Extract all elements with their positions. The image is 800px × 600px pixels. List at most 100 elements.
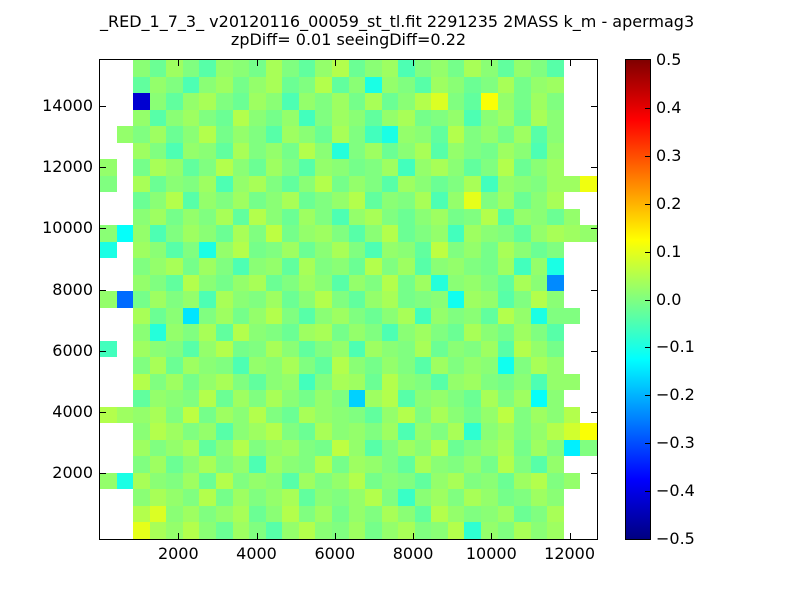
x-tick-top bbox=[334, 60, 336, 66]
heatmap-cell bbox=[415, 126, 431, 143]
heatmap-cell bbox=[514, 143, 531, 159]
heatmap-cell bbox=[282, 374, 299, 390]
heatmap-cell bbox=[464, 357, 481, 374]
heatmap-cell bbox=[233, 192, 249, 209]
heatmap-cell bbox=[332, 143, 349, 159]
heatmap-cell bbox=[315, 258, 332, 275]
heatmap-cell bbox=[415, 308, 431, 324]
heatmap-cell bbox=[299, 159, 315, 176]
heatmap-cell bbox=[216, 473, 233, 489]
heatmap-cell bbox=[514, 242, 531, 258]
heatmap-cell bbox=[150, 258, 166, 275]
heatmap-cell bbox=[150, 275, 166, 291]
heatmap-cell bbox=[481, 324, 498, 341]
heatmap-cell bbox=[481, 77, 498, 93]
heatmap-cell bbox=[233, 440, 249, 456]
heatmap-cell bbox=[299, 225, 315, 242]
heatmap-cell bbox=[382, 522, 398, 539]
heatmap-cell bbox=[199, 275, 216, 291]
heatmap-cell bbox=[349, 275, 365, 291]
heatmap-cell bbox=[415, 522, 431, 539]
heatmap-cell bbox=[282, 126, 299, 143]
heatmap-cell bbox=[431, 308, 448, 324]
heatmap-cell bbox=[547, 522, 564, 539]
heatmap-cell bbox=[498, 489, 514, 506]
heatmap-cell bbox=[183, 341, 199, 357]
heatmap-cell bbox=[349, 357, 365, 374]
heatmap-cell bbox=[117, 126, 133, 143]
y-tick-left bbox=[100, 106, 106, 108]
heatmap-cell bbox=[332, 456, 349, 473]
heatmap-cell bbox=[332, 407, 349, 423]
heatmap-cell bbox=[431, 275, 448, 291]
heatmap-cell bbox=[464, 242, 481, 258]
heatmap-cell bbox=[216, 357, 233, 374]
heatmap-cell bbox=[365, 341, 382, 357]
heatmap-cell bbox=[415, 357, 431, 374]
heatmap-cell bbox=[498, 192, 514, 209]
heatmap-cell bbox=[498, 407, 514, 423]
x-tick-top bbox=[491, 60, 493, 66]
heatmap-cell bbox=[216, 242, 233, 258]
heatmap-cell bbox=[547, 209, 564, 225]
heatmap-cell bbox=[481, 60, 498, 77]
heatmap-cell bbox=[481, 390, 498, 407]
heatmap-cell bbox=[448, 275, 464, 291]
heatmap-cell bbox=[299, 60, 315, 77]
heatmap-cell bbox=[431, 423, 448, 440]
y-tick-label: 8000 bbox=[52, 279, 93, 299]
heatmap-cell bbox=[498, 110, 514, 126]
heatmap-cell bbox=[282, 308, 299, 324]
heatmap-cell bbox=[431, 374, 448, 390]
heatmap-cell bbox=[233, 489, 249, 506]
heatmap-cell bbox=[332, 225, 349, 242]
heatmap-cell bbox=[150, 225, 166, 242]
y-tick-right bbox=[591, 167, 597, 169]
heatmap-cell bbox=[448, 456, 464, 473]
heatmap-cell bbox=[166, 258, 183, 275]
heatmap-cell bbox=[514, 275, 531, 291]
heatmap-cell bbox=[133, 341, 150, 357]
colorbar-tick bbox=[645, 395, 650, 397]
heatmap-cell bbox=[448, 291, 464, 308]
colorbar-tick-label: 0.5 bbox=[656, 50, 682, 69]
heatmap-cell bbox=[448, 522, 464, 539]
heatmap-cell bbox=[183, 291, 199, 308]
y-tick-right bbox=[591, 289, 597, 291]
heatmap-cell bbox=[233, 291, 249, 308]
heatmap-cell bbox=[514, 522, 531, 539]
heatmap-cell bbox=[382, 390, 398, 407]
heatmap-cell bbox=[481, 159, 498, 176]
heatmap-cell bbox=[249, 225, 266, 242]
heatmap-cell bbox=[531, 275, 547, 291]
heatmap-cell bbox=[150, 489, 166, 506]
heatmap-cell bbox=[166, 60, 183, 77]
heatmap-cell bbox=[315, 440, 332, 456]
heatmap-cell bbox=[266, 423, 282, 440]
y-tick-label: 2000 bbox=[52, 462, 93, 482]
heatmap-cell bbox=[547, 357, 564, 374]
heatmap-cell bbox=[349, 126, 365, 143]
heatmap-cell bbox=[382, 291, 398, 308]
heatmap-cell bbox=[216, 77, 233, 93]
heatmap-cell bbox=[365, 423, 382, 440]
heatmap-cell bbox=[150, 77, 166, 93]
heatmap-cell bbox=[282, 176, 299, 192]
heatmap-cell bbox=[166, 473, 183, 489]
heatmap-cell bbox=[481, 374, 498, 390]
heatmap-cell bbox=[332, 522, 349, 539]
heatmap-cell bbox=[398, 225, 415, 242]
heatmap-cell bbox=[365, 93, 382, 110]
heatmap-cell bbox=[365, 192, 382, 209]
heatmap-cell bbox=[431, 110, 448, 126]
x-tick-label: 10000 bbox=[465, 544, 517, 563]
heatmap-cell bbox=[531, 324, 547, 341]
heatmap-cell bbox=[150, 93, 166, 110]
heatmap-cell bbox=[299, 77, 315, 93]
heatmap-cell bbox=[282, 60, 299, 77]
colorbar-tick-label: 0.1 bbox=[656, 241, 682, 261]
heatmap-cell bbox=[183, 275, 199, 291]
heatmap-cell bbox=[498, 506, 514, 522]
heatmap-cell bbox=[315, 242, 332, 258]
heatmap-cell bbox=[315, 110, 332, 126]
